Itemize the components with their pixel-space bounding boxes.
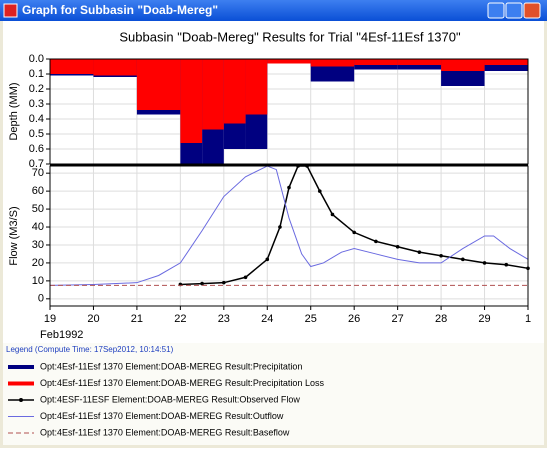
point-marker [482,261,487,265]
point-marker [243,275,248,280]
x-tick-label: 1 [525,313,531,325]
bar [136,59,181,110]
legend-label: Opt:4Esf-11Esf 1370 Element:DOAB-MEREG R… [40,427,290,437]
legend-swatch [8,381,34,386]
bar [245,59,268,115]
bar [50,59,94,74]
x-tick-label: 22 [174,313,186,325]
point-marker [317,189,322,193]
x-tick-label: 20 [87,313,99,325]
x-tick-label: 19 [44,313,56,325]
legend-label: Opt:4Esf-11Esf 1370 Element:DOAB-MEREG R… [40,378,324,388]
point-marker [200,281,204,286]
y-tick-label: 50 [32,203,44,215]
legend-title: Legend (Compute Time: 17Sep2012, 10:14:5… [6,345,174,354]
window-title: Graph for Subbasin "Doab-Mereg" [22,3,218,17]
x-tick-label: 29 [478,313,490,325]
bar [310,59,355,67]
point-marker [265,257,270,262]
x-tick-label: 23 [218,313,230,325]
y-tick-label: 0.5 [29,128,44,140]
bar [223,59,246,124]
minimize-button[interactable] [487,2,505,19]
title-bar [0,0,547,21]
series-line [49,165,529,286]
point-marker [352,230,356,235]
bar [267,59,311,64]
x-tick-label: 24 [261,313,273,325]
chart-title: Subbasin "Doab-Mereg" Results for Trial … [119,29,461,44]
y-tick-label: 0 [38,293,44,305]
x-axis-label: Feb1992 [40,329,83,341]
bar [93,59,137,76]
y-tick-label: 70 [32,167,44,179]
y-tick-label: 10 [32,275,44,287]
point-marker [417,250,422,254]
point-marker [461,257,465,262]
legend-marker [19,398,23,402]
y-tick-label: 0.6 [29,143,44,155]
bar [354,59,398,65]
y-tick-label: 60 [32,185,44,197]
y-tick-label: 0.1 [29,68,44,80]
series-line [180,165,529,286]
y-tick-label: 0.3 [29,98,44,110]
bar [180,59,203,143]
y-tick-label: 20 [32,257,44,269]
close-button[interactable] [523,2,541,19]
point-marker [287,185,291,190]
legend-label: Opt:4Esf-11Esf 1370 Element:DOAB-MEREG R… [40,361,302,371]
point-marker [222,280,226,285]
bar [397,59,442,65]
y-tick-label: 30 [32,239,44,251]
x-tick-label: 21 [131,313,143,325]
legend-label: Opt:4ESF-11ESF Element:DOAB-MEREG Result… [40,394,300,404]
x-tick-label: 26 [348,313,360,325]
bar [441,59,485,71]
x-tick-label: 28 [435,313,447,325]
point-marker [395,244,400,249]
legend-swatch [8,365,34,369]
window-icon [3,3,18,18]
bar [484,59,528,65]
legend-label: Opt:4Esf-11Esf 1370 Element:DOAB-MEREG R… [40,411,284,421]
y-axis-label: Depth (MM) [8,82,20,140]
point-marker [504,262,509,267]
y-tick-label: 0.4 [29,113,44,125]
y-tick-label: 40 [32,221,44,233]
y-axis-label: Flow (M3/S) [8,206,20,265]
y-tick-label: 0.0 [29,53,44,65]
y-tick-label: 0.2 [29,83,44,95]
point-marker [439,253,443,258]
x-tick-label: 27 [392,313,404,325]
point-marker [374,239,378,244]
y-tick-label: 0.7 [29,158,44,170]
maximize-button[interactable] [505,2,523,19]
legend-panel [3,343,544,445]
point-marker [330,212,335,217]
point-marker [278,225,282,229]
bar [202,59,224,130]
x-tick-label: 25 [305,313,317,325]
